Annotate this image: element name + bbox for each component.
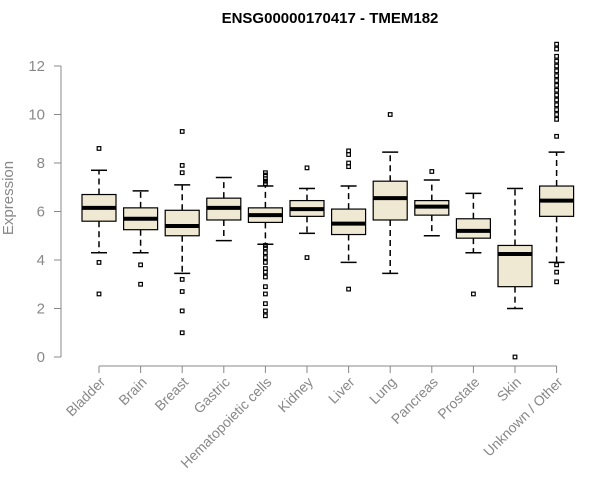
box-group-11 (538, 41, 575, 285)
outlier-4-15 (263, 301, 268, 307)
y-tick-label-6: 12 (28, 58, 45, 75)
y-tick-label-0: 0 (37, 349, 45, 366)
outlier-11-8 (554, 82, 559, 88)
outlier-2-2 (179, 170, 185, 176)
outlier-4-7 (263, 250, 268, 256)
outlier-4-6 (263, 245, 268, 251)
x-tick-label-11: Unknown / Other (480, 374, 566, 460)
outlier-2-3 (179, 277, 185, 282)
outlier-1-1 (138, 281, 144, 287)
x-tick-label-5: Kidney (275, 374, 317, 416)
y-tick-label-2: 4 (37, 252, 45, 269)
outlier-11-18 (554, 269, 559, 275)
outlier-4-8 (263, 255, 268, 260)
outlier-2-6 (179, 330, 185, 336)
box-group-8 (414, 169, 450, 237)
outlier-4-9 (263, 260, 268, 265)
box-9 (455, 218, 491, 239)
outlier-11-17 (554, 262, 559, 268)
box-group-0 (81, 146, 117, 297)
outlier-11-12 (554, 102, 559, 108)
outlier-4-11 (263, 269, 268, 275)
box-2 (164, 209, 200, 237)
outlier-11-15 (554, 116, 559, 122)
y-tick-label-1: 2 (37, 301, 45, 318)
outlier-11-5 (554, 68, 559, 74)
outlier-9-0 (471, 291, 476, 297)
outlier-11-0 (554, 41, 559, 47)
box-group-2 (164, 129, 200, 336)
box-10 (497, 244, 533, 288)
box-group-10 (497, 187, 533, 360)
outlier-5-0 (304, 165, 310, 171)
axes: 0 2 4 6 8 10 12 (28, 58, 558, 373)
box-group-9 (455, 192, 491, 297)
x-tick-label-0: Bladder (63, 374, 109, 420)
outlier-11-7 (554, 78, 559, 83)
outlier-4-0 (263, 170, 268, 176)
outlier-11-3 (554, 58, 559, 64)
outlier-11-16 (554, 133, 559, 139)
box-group-1 (122, 190, 159, 287)
outlier-11-13 (554, 107, 559, 113)
outlier-2-5 (179, 308, 185, 314)
outlier-0-1 (96, 260, 102, 265)
outlier-11-4 (554, 63, 559, 69)
box-group-6 (331, 148, 367, 292)
outlier-0-2 (96, 291, 102, 297)
outlier-4-14 (263, 291, 268, 297)
outlier-11-2 (554, 53, 559, 59)
box-group-7 (372, 112, 408, 275)
outlier-11-11 (554, 97, 559, 103)
x-tick-label-7: Lung (366, 374, 399, 407)
outlier-10-0 (512, 354, 518, 360)
box-group-3 (206, 176, 242, 242)
outlier-6-1 (346, 152, 351, 157)
x-tick-label-9: Prostate (434, 374, 482, 422)
outlier-11-10 (554, 92, 559, 98)
outlier-11-1 (554, 46, 559, 52)
box-group-5 (289, 165, 325, 260)
y-tick-label-3: 6 (37, 204, 45, 221)
y-axis-label: Expression (0, 161, 17, 235)
outlier-11-14 (554, 112, 559, 117)
x-tick-label-6: Liver (325, 374, 358, 407)
outlier-4-4 (263, 181, 268, 187)
outlier-11-6 (554, 73, 559, 79)
outlier-4-12 (263, 274, 268, 280)
outlier-4-16 (263, 308, 268, 314)
outlier-1-0 (138, 262, 144, 268)
box-7 (372, 180, 408, 221)
outlier-4-2 (263, 176, 268, 182)
outlier-11-9 (554, 87, 559, 93)
outlier-6-4 (346, 286, 351, 292)
outlier-4-13 (263, 284, 268, 290)
outlier-4-17 (263, 313, 268, 319)
outlier-4-5 (263, 243, 268, 248)
outlier-5-1 (304, 255, 310, 260)
outlier-2-0 (179, 129, 185, 134)
outlier-0-0 (96, 146, 102, 151)
outlier-4-3 (263, 178, 268, 184)
x-tick-label-2: Breast (151, 374, 191, 414)
x-tick-label-1: Brain (115, 374, 149, 408)
outlier-2-1 (179, 163, 185, 168)
outlier-6-3 (346, 164, 351, 170)
outlier-7-0 (387, 112, 393, 117)
boxes (81, 41, 575, 360)
box-group-4 (247, 170, 283, 319)
y-tick-label-4: 8 (37, 155, 45, 172)
outlier-2-4 (179, 289, 185, 294)
outlier-8-0 (429, 169, 435, 174)
outlier-11-19 (554, 279, 559, 285)
chart-title: ENSG00000170417 - TMEM182 (222, 10, 439, 27)
x-tick-label-10: Skin (494, 374, 525, 405)
y-tick-label-5: 10 (28, 107, 45, 124)
